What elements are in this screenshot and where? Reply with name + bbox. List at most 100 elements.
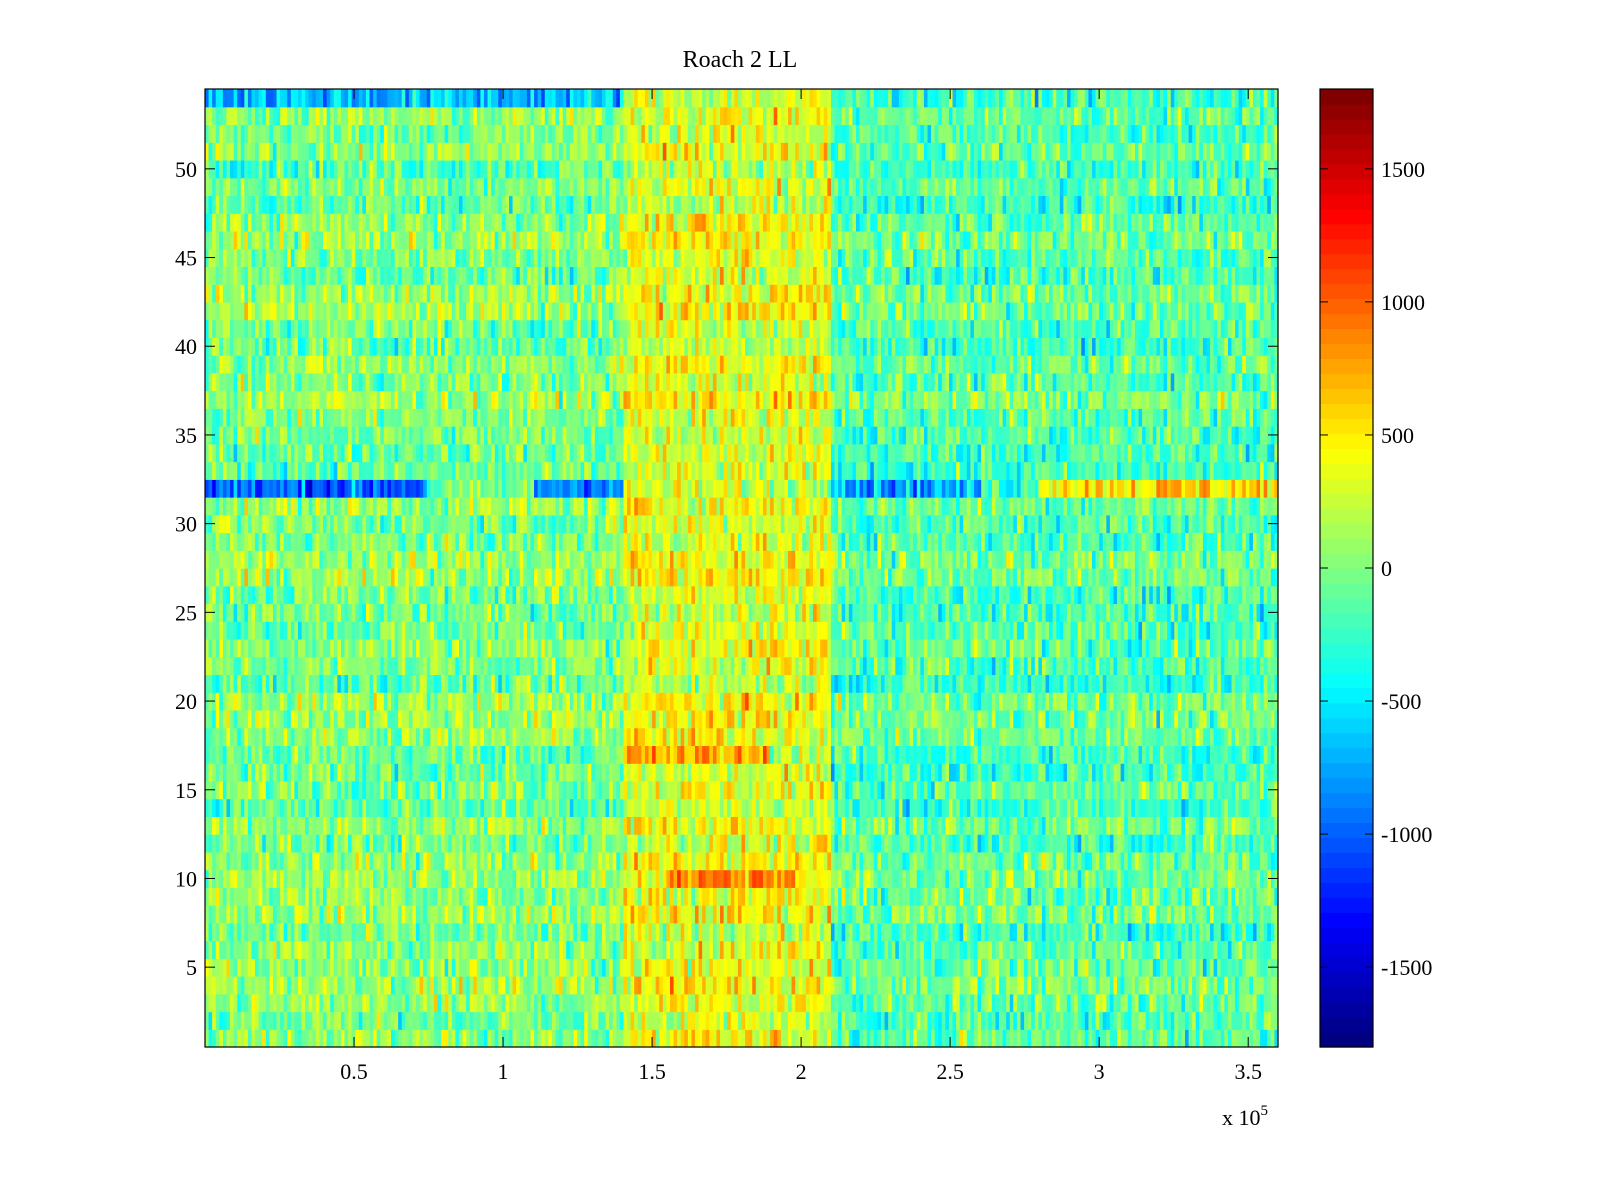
heatmap-cell — [745, 798, 750, 817]
heatmap-cell — [458, 976, 464, 995]
heatmap-cell — [294, 940, 299, 959]
heatmap-cell — [1149, 1029, 1154, 1048]
heatmap-cell — [1095, 1011, 1100, 1030]
heatmap-cell — [773, 976, 778, 995]
heatmap-cell — [247, 905, 253, 924]
heatmap-cell — [551, 1029, 557, 1048]
heatmap-cell — [1249, 976, 1254, 995]
heatmap-cell — [730, 1029, 735, 1048]
heatmap-cell — [1220, 887, 1225, 906]
heatmap-cell — [669, 1029, 675, 1048]
heatmap-cell — [255, 958, 260, 977]
heatmap-cell — [1217, 940, 1222, 959]
heatmap-cell — [720, 1029, 725, 1048]
heatmap-cell — [1088, 993, 1093, 1013]
heatmap-cell — [655, 851, 660, 871]
heatmap-cell — [576, 798, 582, 817]
heatmap-cell — [458, 1011, 464, 1030]
heatmap-cell — [1134, 834, 1140, 853]
heatmap-cell — [358, 922, 363, 942]
heatmap-cell — [1260, 887, 1265, 906]
heatmap-cell — [652, 869, 657, 888]
heatmap-cell — [287, 798, 292, 817]
heatmap-cell — [1206, 958, 1211, 977]
heatmap-cell — [630, 834, 635, 853]
heatmap-cell — [923, 798, 929, 817]
heatmap-cell — [630, 798, 635, 817]
heatmap-cell — [530, 1011, 535, 1030]
heatmap-cell — [591, 1029, 596, 1048]
heatmap-cell — [1099, 976, 1104, 995]
heatmap-cell — [562, 887, 567, 906]
heatmap-cell — [383, 851, 389, 871]
heatmap-cell — [1006, 798, 1011, 817]
heatmap-cell — [455, 869, 460, 888]
heatmap-cell — [1088, 905, 1093, 924]
heatmap-cell — [276, 816, 281, 835]
heatmap-cell — [369, 922, 374, 942]
heatmap-cell — [841, 958, 846, 977]
heatmap-cell — [262, 834, 267, 853]
heatmap-cell — [813, 798, 818, 817]
heatmap-cell — [380, 780, 385, 800]
heatmap-cell — [830, 887, 836, 906]
heatmap-cell — [605, 993, 610, 1013]
heatmap-cell — [290, 958, 296, 977]
heatmap-cell — [913, 940, 918, 959]
heatmap-cell — [1206, 1029, 1211, 1048]
heatmap-cell — [1202, 958, 1208, 977]
heatmap-cell — [1024, 869, 1029, 888]
heatmap-cell — [265, 851, 270, 871]
heatmap-cell — [777, 905, 782, 924]
heatmap-cell — [741, 1029, 746, 1048]
heatmap-cell — [963, 780, 968, 800]
heatmap-cell — [559, 993, 564, 1013]
heatmap-cell — [716, 1029, 721, 1048]
heatmap-cell — [330, 798, 335, 817]
heatmap-cell — [634, 798, 639, 817]
heatmap-cell — [512, 958, 517, 977]
heatmap-cell — [677, 763, 682, 782]
heatmap-cell — [1066, 869, 1072, 888]
heatmap-cell — [898, 993, 904, 1013]
heatmap-cell — [222, 869, 228, 888]
heatmap-cell — [333, 798, 338, 817]
heatmap-cell — [1149, 851, 1154, 871]
heatmap-cell — [677, 958, 682, 977]
heatmap-cell — [544, 869, 549, 888]
heatmap-cell — [226, 958, 231, 977]
heatmap-cell — [612, 763, 617, 782]
heatmap-cell — [802, 745, 807, 764]
heatmap-cell — [1081, 869, 1086, 888]
heatmap-cell — [362, 780, 367, 800]
heatmap-cell — [333, 958, 338, 977]
heatmap-cell — [244, 958, 249, 977]
heatmap-cell — [737, 887, 743, 906]
heatmap-cell — [991, 834, 997, 853]
heatmap-cell — [408, 780, 414, 800]
heatmap-cell — [1084, 887, 1090, 906]
heatmap-cell — [877, 887, 882, 906]
heatmap-cell — [215, 745, 220, 764]
heatmap-cell — [823, 851, 828, 871]
heatmap-cell — [1167, 905, 1172, 924]
heatmap-cell — [487, 958, 492, 977]
heatmap-cell — [848, 816, 853, 835]
heatmap-cell — [598, 940, 603, 959]
heatmap-cell — [1056, 798, 1061, 817]
heatmap-cell — [648, 763, 653, 782]
heatmap-cell — [1260, 834, 1265, 853]
heatmap-cell — [741, 905, 746, 924]
heatmap-cell — [519, 940, 524, 959]
heatmap-cell — [1052, 780, 1057, 800]
heatmap-cell — [1120, 851, 1125, 871]
heatmap-cell — [727, 745, 732, 764]
heatmap-cell — [1227, 940, 1233, 959]
heatmap-cell — [913, 780, 918, 800]
heatmap-cell — [566, 887, 571, 906]
heatmap-cell — [1070, 940, 1075, 959]
heatmap-cell — [1206, 993, 1211, 1013]
heatmap-cell — [627, 1029, 632, 1048]
heatmap-cell — [863, 940, 868, 959]
heatmap-cell — [988, 763, 993, 782]
